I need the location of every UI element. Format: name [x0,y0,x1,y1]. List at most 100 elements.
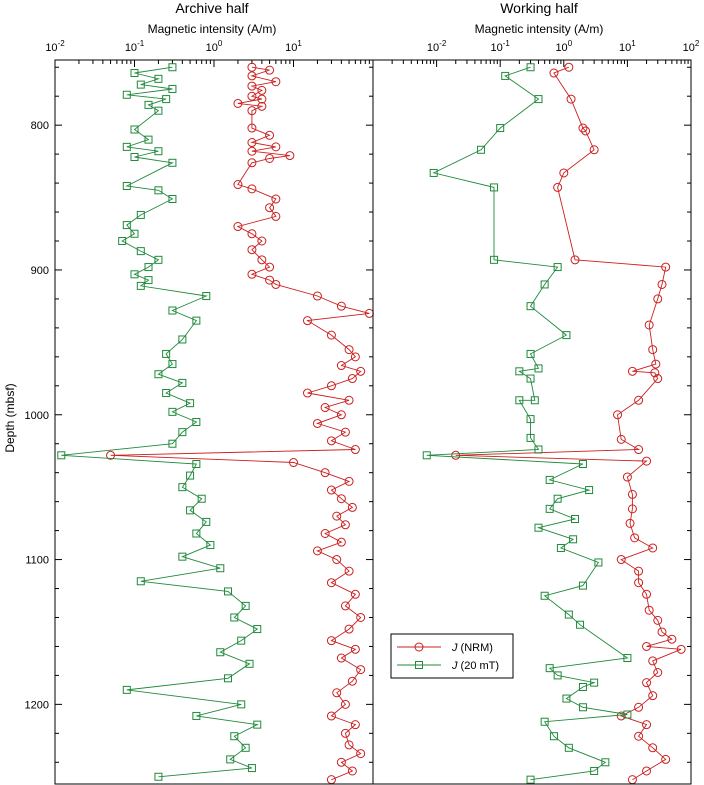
nrm-data-point [312,418,322,428]
nrm-data-point [644,320,654,330]
demag-data-point [136,247,145,256]
demag-data-point [429,168,438,177]
nrm-data-point [336,537,346,547]
nrm-data-point [326,485,336,495]
x-tick-label: 101 [619,39,636,54]
nrm-data-point [326,330,336,340]
x-tick-label: 10-1 [491,39,511,54]
demag-data-point [226,755,235,764]
demag-data-point [154,74,163,83]
demag-data-point [526,374,535,383]
nrm-data-point [233,222,243,232]
nrm-data-point [642,589,652,599]
demag-data-point [590,678,599,687]
demag-data-point [154,370,163,379]
demag-data-point [162,95,171,104]
demag-data-point [553,263,562,272]
nrm-data-point [247,138,257,148]
demag-data-point [623,710,632,719]
nrm-data-point [344,476,354,486]
demag-data-point [501,71,510,80]
nrm-data-point [630,533,640,543]
nrm-data-point [661,754,671,764]
nrm-data-point [344,740,354,750]
working-plot-frame [372,59,692,785]
demag-data-point [241,743,250,752]
x-tick-label: 101 [285,39,302,54]
nrm-data-point [320,403,330,413]
demag-data-point [178,428,187,437]
nrm-data-point [648,743,658,753]
demag-data-point [154,147,163,156]
demag-data-point [526,63,535,72]
nrm-data-point [589,145,599,155]
nrm-series-line [455,66,682,781]
demag-data-point [590,766,599,775]
demag-data-point [578,703,587,712]
demag-data-point [526,302,535,311]
nrm-data-point [340,427,350,437]
archive-series [57,62,374,785]
demag-data-point [562,694,571,703]
working-series [422,62,686,785]
nrm-data-point [356,749,366,759]
nrm-data-point [247,106,257,116]
nrm-data-point [613,410,623,420]
demag-data-point [564,743,573,752]
nrm-data-point [320,528,330,538]
demag-data-point [122,90,131,99]
nrm-data-point [625,518,635,528]
nrm-data-point [271,211,281,221]
nrm-data-point [257,255,267,265]
nrm-data-point [257,236,267,246]
demag-data-point [515,367,524,376]
nrm-data-point [653,294,663,304]
demag-data-point [178,483,187,492]
nrm-data-point [285,151,295,161]
nrm-data-point [451,450,461,460]
demag-data-point [490,255,499,264]
nrm-data-point [650,368,660,378]
demag-data-point [168,158,177,167]
demag-data-point [540,280,549,289]
nrm-data-point [233,180,243,190]
nrm-data-point [581,126,591,136]
nrm-data-point [634,445,644,455]
demag-data-point [526,349,535,358]
nrm-data-point [350,445,360,455]
nrm-data-point [265,275,275,285]
nrm-data-point [247,71,257,81]
nrm-data-point [350,352,360,362]
nrm-data-point [312,546,322,556]
nrm-data-point [344,566,354,576]
nrm-data-point [642,456,652,466]
archive-half-plot: 10-2 10-1 100 101 800 900 1000 1100 1200 [25,39,374,785]
nrm-data-point [667,634,677,644]
nrm-data-point [356,366,366,376]
nrm-data-point [634,566,644,576]
nrm-data-point [265,203,275,213]
nrm-data-point [336,301,346,311]
x-tick-label: 10-2 [427,39,447,54]
demag-data-point [549,732,558,741]
nrm-data-point [559,168,569,178]
nrm-data-point [642,720,652,730]
working-x-axis-title: Magnetic intensity (A/m) [475,22,604,36]
nrm-data-point [350,644,360,654]
legend-demag-label: J (20 mT) [451,660,499,672]
demag-data-point [422,451,431,460]
nrm-data-point [347,374,357,384]
nrm-data-point [634,702,644,712]
demag-data-point [545,504,554,513]
demag-data-point [130,69,139,78]
nrm-data-point [344,624,354,634]
nrm-data-point [312,291,322,301]
nrm-data-point [336,494,346,504]
demag-data-point [168,439,177,448]
nrm-data-point [340,699,350,709]
demag-data-point [534,364,543,373]
demag-data-point [553,494,562,503]
nrm-data-point [648,691,658,701]
archive-ticks: 10-2 10-1 100 101 800 900 1000 1100 1200 [25,39,373,763]
